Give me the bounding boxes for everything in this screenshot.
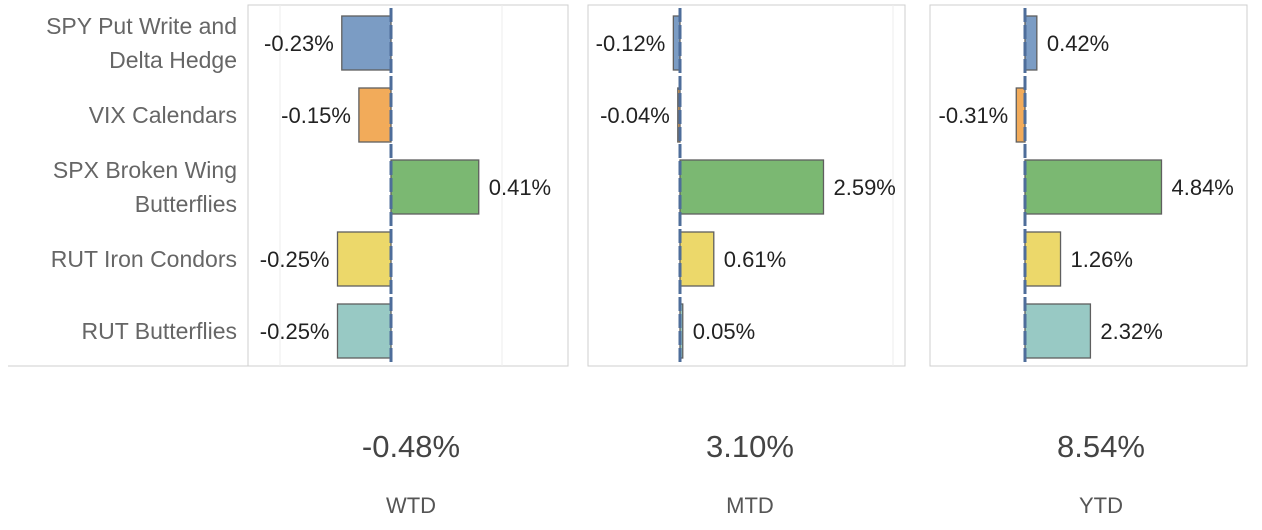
bar — [336, 231, 392, 287]
category-label: Delta Hedge — [109, 47, 237, 73]
period-label: WTD — [386, 493, 436, 518]
bar-value-label: -0.23% — [264, 31, 334, 56]
category-label: Butterflies — [135, 191, 237, 217]
panel-wtd: -0.23% -0.15% 0.41% -0.25% -0.25% — [247, 4, 569, 367]
panel-mtd: -0.12% -0.04% 2.59% 0.61% 0.05% — [587, 4, 906, 367]
bar — [679, 159, 825, 215]
period-total: 3.10% — [706, 429, 794, 464]
bar — [341, 15, 392, 71]
period-total: -0.48% — [362, 429, 460, 464]
panels: -0.23% -0.15% 0.41% -0.25% -0.25% -0.12% -0.04… — [247, 4, 1248, 367]
bar-value-label: 0.42% — [1047, 31, 1109, 56]
bar-value-label: -0.12% — [596, 31, 666, 56]
bar-value-label: 4.84% — [1171, 175, 1233, 200]
bar — [1024, 15, 1038, 71]
category-label: SPY Put Write and — [46, 13, 237, 39]
bar-value-label: -0.15% — [281, 103, 351, 128]
category-label: RUT Butterflies — [81, 318, 237, 344]
bar-value-label: -0.25% — [260, 319, 330, 344]
bar-value-label: 0.05% — [693, 319, 755, 344]
bar-value-label: 1.26% — [1071, 247, 1133, 272]
bar-value-label: -0.04% — [600, 103, 670, 128]
bar-value-label: 2.59% — [833, 175, 895, 200]
bar-value-label: 0.61% — [724, 247, 786, 272]
category-label: SPX Broken Wing — [53, 157, 237, 183]
bar-value-label: -0.25% — [260, 247, 330, 272]
bar — [358, 87, 392, 143]
category-label: VIX Calendars — [89, 102, 237, 128]
bar — [1024, 303, 1092, 359]
bar — [1024, 159, 1163, 215]
category-label: RUT Iron Condors — [51, 246, 237, 272]
bar — [679, 231, 715, 287]
bar-value-label: 0.41% — [489, 175, 551, 200]
panel-ytd: 0.42% -0.31% 4.84% 1.26% 2.32% — [929, 4, 1248, 367]
bar — [1024, 231, 1062, 287]
bar-value-label: -0.31% — [939, 103, 1009, 128]
bar — [390, 159, 480, 215]
period-label: MTD — [726, 493, 774, 518]
panel-frame — [929, 4, 1248, 367]
period-label: YTD — [1079, 493, 1123, 518]
category-labels: SPY Put Write and Delta Hedge VIX Calendar… — [8, 13, 248, 367]
bar-value-label: 2.32% — [1100, 319, 1162, 344]
period-total: 8.54% — [1057, 429, 1145, 464]
period-summaries: -0.48% WTD 3.10% MTD 8.54% YTD — [362, 429, 1145, 518]
panel-frame — [587, 4, 906, 367]
bar — [336, 303, 392, 359]
panel-frame — [247, 4, 569, 367]
